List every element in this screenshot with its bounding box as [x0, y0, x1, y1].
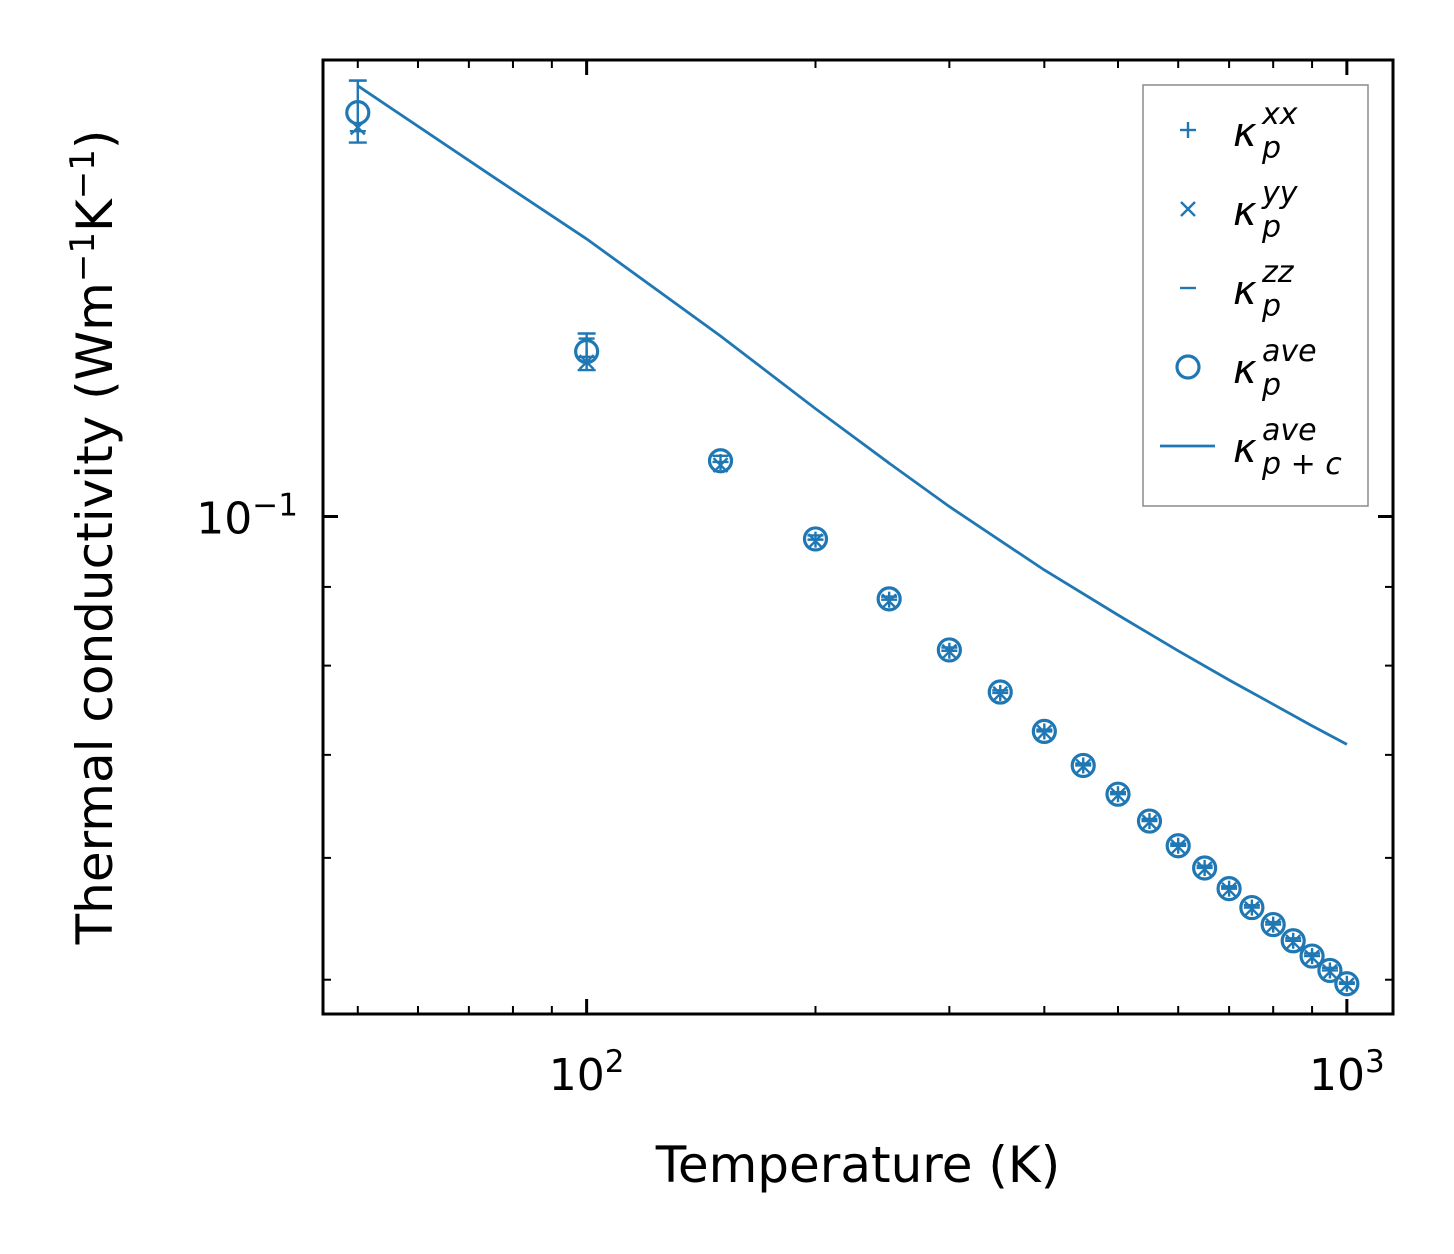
data-point: [936, 637, 962, 663]
data-point: [1036, 724, 1053, 741]
legend-marker: [1175, 354, 1201, 380]
x-axis-label: Temperature (K): [655, 1136, 1060, 1194]
data-point: [1299, 943, 1325, 969]
legend-label: κ xx p: [1233, 97, 1298, 166]
legend-entry: κ xx p: [1180, 97, 1298, 166]
data-point: [1070, 752, 1096, 779]
plot-area: [345, 79, 1360, 997]
data-point: [1334, 971, 1360, 997]
data-point: [1031, 718, 1057, 745]
x-tick-label: 103: [1309, 1044, 1385, 1101]
axes-frame: [321, 58, 1395, 1016]
legend-entry: κ ave p: [1175, 334, 1317, 403]
legend: κ xx p κ yy p κ zz p κ ave p κ ave p + c: [1142, 84, 1369, 507]
data-point: [1192, 855, 1218, 881]
legend-label: κ zz p: [1233, 255, 1295, 324]
legend-marker: [1180, 201, 1196, 217]
data-point: [1239, 894, 1265, 921]
data-point: [1339, 977, 1355, 993]
axis-labels: 102 103 10−1 Temperature (K) Thermal conduct…: [63, 130, 1385, 1194]
error-bars: [348, 79, 596, 372]
data-point: [1075, 758, 1092, 775]
data-point: [707, 448, 734, 474]
data-point: [1280, 928, 1306, 954]
series-kappa-zz: [349, 79, 1355, 984]
y-tick-label: 10−1: [196, 488, 298, 545]
data-point: [1216, 876, 1242, 902]
legend-box: [1142, 84, 1369, 507]
legend-label: κ yy p: [1233, 176, 1299, 245]
data-point: [1105, 781, 1131, 807]
legend-label: κ ave p: [1233, 334, 1317, 403]
series-kappa-total: [357, 84, 1348, 746]
y-axis-label: Thermal conductivity (Wm−1K−1): [63, 130, 124, 946]
data-point: [1136, 808, 1163, 834]
legend-entry: κ ave p + c: [1160, 413, 1342, 482]
legend-label: κ ave p + c: [1233, 413, 1342, 482]
data-point: [1317, 957, 1343, 984]
data-point: [802, 526, 829, 552]
data-point: [1196, 861, 1213, 877]
x-tick-label: 102: [549, 1044, 625, 1101]
data-point: [876, 586, 902, 612]
data-point: [1141, 814, 1158, 830]
data-point: [1110, 787, 1126, 804]
series-line: [357, 84, 1348, 746]
data-point: [1260, 911, 1286, 938]
legend-entry: κ zz p: [1180, 255, 1295, 324]
data-point: [987, 679, 1013, 705]
data-point: [1170, 838, 1187, 855]
data-point: [1165, 833, 1191, 859]
legend-entry: κ yy p: [1180, 176, 1299, 245]
